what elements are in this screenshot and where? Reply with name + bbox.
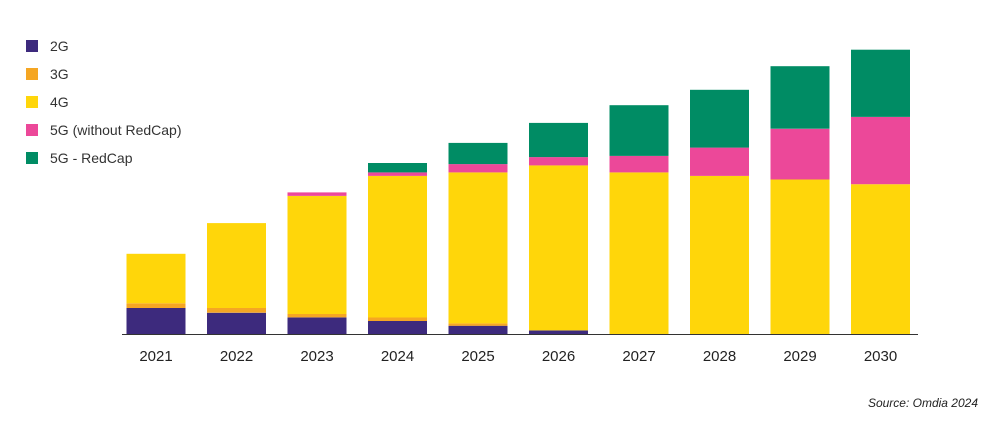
legend-label-3g: 3G bbox=[50, 66, 69, 82]
bar-segment-2021-4g bbox=[126, 253, 186, 304]
bar-segment-2022-2g bbox=[207, 312, 266, 334]
legend-swatch-5g bbox=[26, 124, 38, 136]
x-tick-label-2029: 2029 bbox=[783, 348, 816, 365]
legend-item-3g: 3G bbox=[26, 60, 182, 88]
x-tick-label-2026: 2026 bbox=[542, 348, 575, 365]
bar-segment-2029-4g bbox=[770, 179, 830, 334]
x-tick-label-2030: 2030 bbox=[864, 348, 897, 365]
bar-segment-2029-5g-without-redcap bbox=[770, 128, 830, 180]
bar-segment-2026-2g bbox=[529, 330, 588, 334]
x-tick-label-2022: 2022 bbox=[220, 348, 253, 365]
bar-segment-2024-5g-without-redcap bbox=[368, 172, 427, 176]
x-tick-label-2028: 2028 bbox=[703, 348, 736, 365]
x-tick-label-2027: 2027 bbox=[622, 348, 655, 365]
bar-segment-2024-3g bbox=[368, 317, 427, 321]
bar-segment-2026-5g-redcap bbox=[529, 122, 588, 158]
bar-segment-2023-4g bbox=[287, 196, 347, 314]
bar-segment-2030-5g-redcap bbox=[851, 49, 910, 117]
bar-segment-2021-2g bbox=[126, 308, 186, 334]
bar-segment-2028-5g-redcap bbox=[690, 89, 749, 148]
bar-segment-2027-4g bbox=[609, 172, 669, 334]
x-tick-label-2023: 2023 bbox=[300, 348, 333, 365]
bar-segment-2028-5g-without-redcap bbox=[690, 147, 749, 176]
bar-segment-2027-5g-without-redcap bbox=[609, 155, 669, 173]
legend-label-4g: 4G bbox=[50, 94, 69, 110]
bar-segment-2025-4g bbox=[448, 172, 508, 324]
bar-segment-2023-2g bbox=[287, 317, 347, 334]
bar-segment-2025-2g bbox=[448, 325, 508, 334]
bar-segment-2024-5g-redcap bbox=[368, 163, 427, 173]
legend-swatch-5g-redcap bbox=[26, 152, 38, 164]
legend-label-5g: 5G (without RedCap) bbox=[50, 122, 182, 138]
x-tick-label-2024: 2024 bbox=[381, 348, 414, 365]
bar-segment-2026-4g bbox=[529, 165, 588, 331]
legend-item-4g: 4G bbox=[26, 88, 182, 116]
bar-segment-2026-5g-without-redcap bbox=[529, 157, 588, 166]
bar-segment-2023-5g-without-redcap bbox=[287, 192, 347, 196]
legend-item-5g: 5G (without RedCap) bbox=[26, 116, 182, 144]
bar-segment-2022-3g bbox=[207, 308, 266, 313]
legend-item-5g-redcap: 5G - RedCap bbox=[26, 144, 182, 172]
bar-segment-2025-3g bbox=[448, 323, 508, 326]
legend-swatch-3g bbox=[26, 68, 38, 80]
bar-segment-2024-2g bbox=[368, 321, 427, 334]
bar-segment-2022-4g bbox=[207, 223, 266, 308]
legend-swatch-4g bbox=[26, 96, 38, 108]
legend-swatch-2g bbox=[26, 40, 38, 52]
x-tick-label-2025: 2025 bbox=[461, 348, 494, 365]
bar-segment-2028-4g bbox=[690, 175, 749, 334]
bar-segment-2023-3g bbox=[287, 313, 347, 318]
bar-segment-2030-5g-without-redcap bbox=[851, 117, 910, 185]
bar-segment-2025-5g-without-redcap bbox=[448, 164, 508, 173]
legend-label-5g-redcap: 5G - RedCap bbox=[50, 150, 133, 166]
bar-segment-2024-4g bbox=[368, 175, 427, 318]
source-note: Source: Omdia 2024 bbox=[867, 396, 978, 410]
bar-segment-2029-5g-redcap bbox=[770, 66, 830, 129]
bar-segment-2025-5g-redcap bbox=[448, 142, 508, 165]
legend-label-2g: 2G bbox=[50, 38, 69, 54]
chart-legend: 2G 3G 4G 5G (without RedCap) 5G - RedCap bbox=[26, 32, 182, 172]
bar-segment-2021-3g bbox=[126, 303, 186, 308]
bar-segment-2030-4g bbox=[851, 184, 910, 334]
legend-item-2g: 2G bbox=[26, 32, 182, 60]
bar-segment-2027-5g-redcap bbox=[609, 105, 669, 156]
x-tick-label-2021: 2021 bbox=[139, 348, 172, 365]
